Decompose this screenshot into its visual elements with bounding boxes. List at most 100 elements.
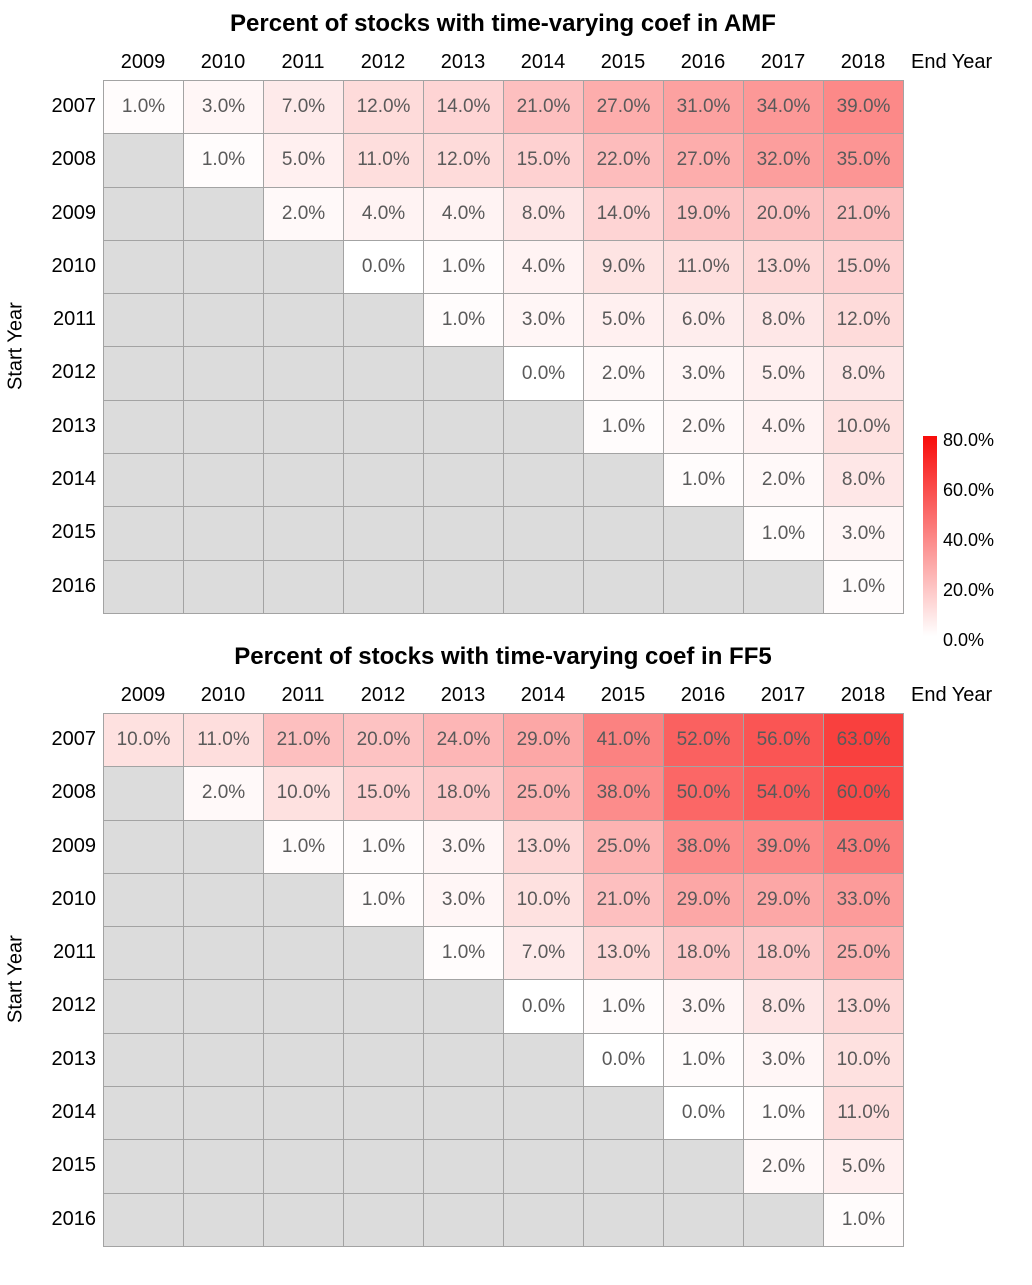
heatmap-cell bbox=[264, 873, 344, 928]
heatmap-cell bbox=[184, 240, 264, 295]
heatmap-cell: 2.0% bbox=[744, 454, 824, 508]
heatmap-cell: 0.0% bbox=[504, 980, 584, 1034]
y-axis-tick: 2009 bbox=[51, 834, 97, 857]
heatmap-cell: 22.0% bbox=[584, 134, 664, 188]
heatmap-cell: 13.0% bbox=[504, 820, 584, 874]
heatmap-cell bbox=[104, 454, 184, 508]
y-axis-tick: 2007 bbox=[51, 95, 97, 117]
y-axis-tick: 2010 bbox=[51, 887, 97, 910]
heatmap-cell bbox=[104, 1140, 184, 1194]
x-axis-tick: 2017 bbox=[760, 684, 806, 706]
legend-tick: 40.0% bbox=[943, 530, 995, 550]
x-axis-tick: 2015 bbox=[600, 51, 646, 73]
heatmap-cell: 27.0% bbox=[664, 134, 744, 188]
y-axis-title: Start Year bbox=[4, 935, 27, 1024]
heatmap-cell bbox=[264, 980, 344, 1034]
heatmap-cell bbox=[264, 1033, 344, 1088]
y-axis-tick: 2008 bbox=[51, 781, 97, 804]
heatmap-cell: 1.0% bbox=[664, 1033, 744, 1088]
heatmap-cell bbox=[664, 507, 744, 561]
heatmap-cell: 11.0% bbox=[664, 240, 744, 295]
heatmap-cell: 12.0% bbox=[824, 294, 904, 348]
heatmap-cell: 33.0% bbox=[824, 873, 904, 928]
heatmap-cell: 18.0% bbox=[664, 927, 744, 981]
heatmap-cell bbox=[104, 187, 184, 241]
heatmap-cell: 14.0% bbox=[424, 81, 504, 135]
heatmap-cell: 4.0% bbox=[344, 187, 424, 241]
heatmap-cell: 13.0% bbox=[584, 927, 664, 981]
heatmap-cell: 11.0% bbox=[824, 1087, 904, 1141]
heatmap-cell bbox=[424, 1087, 504, 1141]
heatmap-cell: 32.0% bbox=[744, 134, 824, 188]
heatmap-cell: 1.0% bbox=[664, 454, 744, 508]
heatmap-cell: 3.0% bbox=[824, 507, 904, 561]
heatmap-cell bbox=[264, 240, 344, 295]
heatmap-cell: 21.0% bbox=[264, 714, 344, 768]
chart-title: Percent of stocks with time-varying coef… bbox=[230, 10, 776, 37]
x-axis-title: End Year bbox=[911, 51, 993, 73]
heatmap-cell: 8.0% bbox=[744, 980, 824, 1034]
x-axis-tick: 2009 bbox=[120, 684, 166, 706]
heatmap-cell bbox=[344, 1140, 424, 1194]
heatmap-cell bbox=[104, 873, 184, 928]
x-axis-tick: 2012 bbox=[360, 51, 406, 73]
y-axis-tick: 2009 bbox=[51, 201, 97, 224]
heatmap-cell bbox=[584, 1140, 664, 1194]
heatmap-cell: 52.0% bbox=[664, 714, 744, 768]
x-axis-tick: 2013 bbox=[440, 684, 486, 706]
heatmap-cell bbox=[424, 347, 504, 401]
y-axis-tick: 2014 bbox=[51, 1101, 97, 1124]
chart-title: Percent of stocks with time-varying coef… bbox=[234, 643, 772, 670]
heatmap-cell bbox=[184, 400, 264, 455]
heatmap-cell: 18.0% bbox=[744, 927, 824, 981]
x-axis-tick: 2014 bbox=[520, 51, 566, 73]
heatmap-cell bbox=[584, 1087, 664, 1141]
heatmap-cell bbox=[264, 507, 344, 561]
heatmap-cell: 21.0% bbox=[824, 187, 904, 241]
heatmap-cell: 25.0% bbox=[584, 820, 664, 874]
heatmap-cell: 8.0% bbox=[824, 454, 904, 508]
heatmap-cell bbox=[184, 294, 264, 348]
y-axis-tick: 2007 bbox=[51, 728, 97, 750]
heatmap-cell: 29.0% bbox=[504, 714, 584, 768]
heatmap-cell bbox=[504, 1033, 584, 1088]
heatmap-cell: 1.0% bbox=[824, 560, 904, 614]
heatmap-cell: 20.0% bbox=[744, 187, 824, 241]
x-axis-tick: 2015 bbox=[600, 684, 646, 706]
heatmap-cell: 9.0% bbox=[584, 240, 664, 295]
x-axis-tick: 2012 bbox=[360, 684, 406, 706]
heatmap-cell: 12.0% bbox=[424, 134, 504, 188]
heatmap-cell bbox=[104, 767, 184, 821]
legend-tick: 0.0% bbox=[943, 630, 985, 650]
heatmap-cell bbox=[104, 1033, 184, 1088]
heatmap-cell bbox=[104, 400, 184, 455]
y-axis-title: Start Year bbox=[4, 302, 27, 391]
heatmap-cell: 27.0% bbox=[584, 81, 664, 135]
heatmap-cell bbox=[264, 1087, 344, 1141]
heatmap-cell: 3.0% bbox=[424, 820, 504, 874]
heatmap-cell bbox=[504, 560, 584, 614]
legend-tick: 80.0% bbox=[943, 430, 995, 450]
heatmap-cell: 1.0% bbox=[104, 81, 184, 135]
heatmap-cell: 1.0% bbox=[424, 927, 504, 981]
heatmap-cell bbox=[584, 1193, 664, 1247]
heatmap-grid: 1.0% 3.0% 7.0% 12.0% 14.0% 21.0% 27.0% 31.0% 34.… bbox=[103, 80, 904, 614]
heatmap-cell bbox=[344, 294, 424, 348]
heatmap-cell: 14.0% bbox=[584, 187, 664, 241]
heatmap-cell bbox=[344, 347, 424, 401]
heatmap-cell: 0.0% bbox=[344, 240, 424, 295]
heatmap-cell bbox=[264, 1193, 344, 1247]
heatmap-cell: 54.0% bbox=[744, 767, 824, 821]
heatmap-cell bbox=[184, 1033, 264, 1088]
heatmap-cell bbox=[424, 560, 504, 614]
heatmap-cell bbox=[344, 454, 424, 508]
heatmap-cell bbox=[104, 507, 184, 561]
heatmap-cell: 10.0% bbox=[104, 714, 184, 768]
heatmap-cell bbox=[424, 1140, 504, 1194]
heatmap-cell: 7.0% bbox=[504, 927, 584, 981]
heatmap-cell: 3.0% bbox=[424, 873, 504, 928]
heatmap-cell bbox=[104, 927, 184, 981]
heatmap-cell: 25.0% bbox=[504, 767, 584, 821]
y-axis-tick: 2014 bbox=[51, 468, 97, 491]
